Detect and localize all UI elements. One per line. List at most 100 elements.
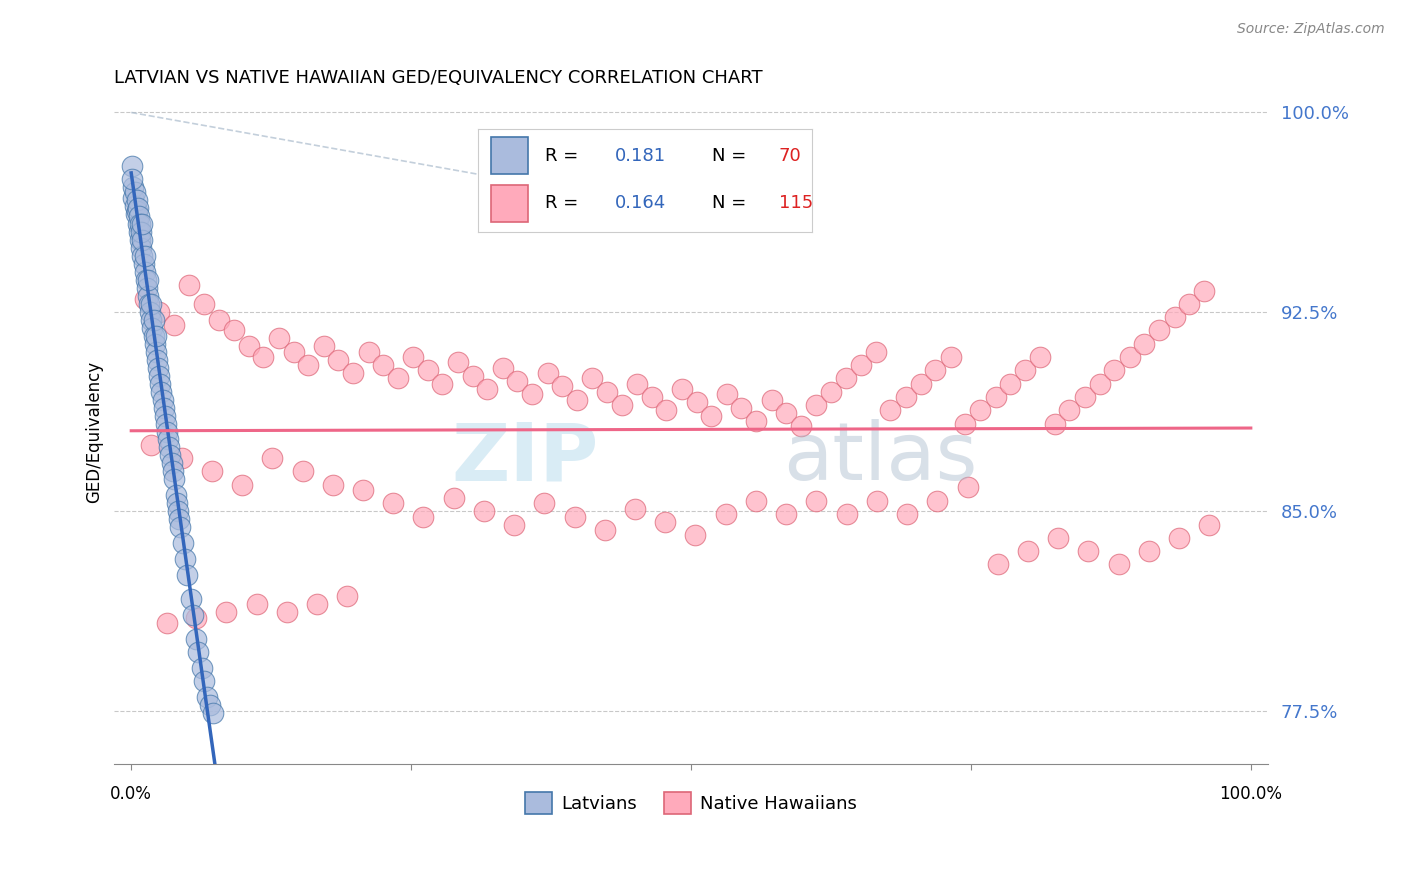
Point xyxy=(1102,363,1125,377)
Point xyxy=(163,472,186,486)
Point xyxy=(128,225,150,239)
Point xyxy=(157,441,180,455)
Point xyxy=(163,318,186,333)
Point xyxy=(835,507,858,521)
Point xyxy=(1137,544,1160,558)
Point xyxy=(124,198,146,212)
Point xyxy=(866,493,889,508)
Point xyxy=(176,568,198,582)
Point xyxy=(716,387,738,401)
Point xyxy=(927,493,949,508)
Point xyxy=(141,297,163,311)
Point xyxy=(146,360,169,375)
Point xyxy=(865,344,887,359)
Point xyxy=(745,414,768,428)
Point xyxy=(252,350,274,364)
Point xyxy=(166,496,188,510)
Y-axis label: GED/Equivalency: GED/Equivalency xyxy=(86,360,103,502)
Point xyxy=(246,597,269,611)
Point xyxy=(564,509,586,524)
Point xyxy=(477,382,499,396)
Point xyxy=(201,706,224,721)
Point xyxy=(984,390,1007,404)
Point xyxy=(641,390,664,404)
Point xyxy=(150,384,173,399)
Point xyxy=(231,477,253,491)
Text: ZIP: ZIP xyxy=(451,419,599,497)
Point xyxy=(336,590,359,604)
Point xyxy=(148,305,170,319)
Point xyxy=(328,352,350,367)
Point xyxy=(139,305,162,319)
Point xyxy=(894,390,917,404)
Point xyxy=(198,698,221,713)
Point xyxy=(145,344,167,359)
Point xyxy=(155,417,177,431)
Point xyxy=(565,392,588,407)
Point xyxy=(149,376,172,391)
Point xyxy=(187,645,209,659)
Point xyxy=(820,384,842,399)
Point xyxy=(551,379,574,393)
Point xyxy=(129,225,152,239)
Point xyxy=(1043,417,1066,431)
Point xyxy=(1178,297,1201,311)
Point xyxy=(1088,376,1111,391)
Point xyxy=(956,480,979,494)
Point xyxy=(352,483,374,497)
Point xyxy=(141,313,163,327)
Point xyxy=(142,313,165,327)
Point xyxy=(181,607,204,622)
Point xyxy=(775,507,797,521)
Point xyxy=(596,384,619,399)
Point xyxy=(129,217,152,231)
Point xyxy=(172,536,194,550)
Text: atlas: atlas xyxy=(783,419,977,497)
Point xyxy=(472,504,495,518)
Point xyxy=(1163,310,1185,325)
Point xyxy=(790,419,813,434)
Text: 0.0%: 0.0% xyxy=(110,785,152,803)
Point xyxy=(148,368,170,383)
Point xyxy=(267,331,290,345)
Point xyxy=(443,491,465,505)
Point xyxy=(195,690,218,705)
Point xyxy=(416,363,439,377)
Point xyxy=(169,512,191,526)
Point xyxy=(132,257,155,271)
Point xyxy=(685,528,707,542)
Point xyxy=(806,493,828,508)
Point xyxy=(307,597,329,611)
Point xyxy=(134,249,156,263)
Point xyxy=(159,449,181,463)
Point xyxy=(1017,544,1039,558)
Point xyxy=(124,186,146,200)
Point xyxy=(238,339,260,353)
Point xyxy=(700,409,723,423)
Point xyxy=(134,265,156,279)
Point xyxy=(1047,531,1070,545)
Point xyxy=(167,504,190,518)
Point xyxy=(193,674,215,689)
Point xyxy=(180,592,202,607)
Point xyxy=(207,313,229,327)
Point xyxy=(160,457,183,471)
Point xyxy=(387,371,409,385)
Point xyxy=(135,281,157,295)
Point xyxy=(141,438,163,452)
Point xyxy=(1147,323,1170,337)
Point xyxy=(382,496,405,510)
Point xyxy=(131,233,153,247)
Point xyxy=(1198,517,1220,532)
Point xyxy=(165,488,187,502)
Point xyxy=(506,374,529,388)
Point xyxy=(806,398,828,412)
Point xyxy=(131,249,153,263)
Point xyxy=(283,344,305,359)
Point xyxy=(1014,363,1036,377)
Point xyxy=(879,403,901,417)
Point xyxy=(593,523,616,537)
Point xyxy=(402,350,425,364)
Point xyxy=(169,520,191,534)
Point xyxy=(156,615,179,630)
